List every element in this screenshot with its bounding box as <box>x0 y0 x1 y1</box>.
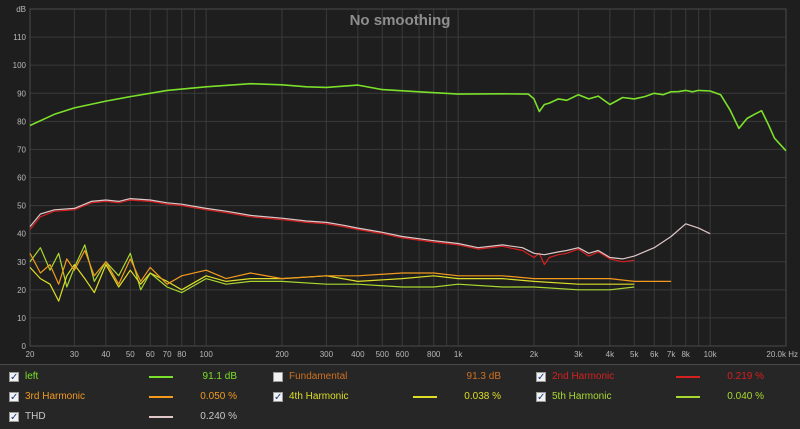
series-line-5th-harmonic <box>29 244 635 294</box>
y-tick-label: 20 <box>17 286 26 295</box>
y-tick-labels: 0 10 20 30 40 50 60 70 80 90 100 110 dB <box>13 5 27 351</box>
x-tick-label: 50 <box>126 350 135 359</box>
legend-value-2nd-harmonic: 0.219 % <box>727 371 764 382</box>
x-tick-label: 3k <box>574 350 583 359</box>
legend-label-fundamental: Fundamental <box>289 371 348 382</box>
series-line-thd <box>29 198 711 260</box>
legend-label-4th-harmonic: 4th Harmonic <box>289 391 349 402</box>
x-tick-label: 7k <box>667 350 676 359</box>
legend-label-thd: THD <box>25 411 46 422</box>
x-tick-label: 400 <box>351 350 365 359</box>
legend-value-4th-harmonic: 0.038 % <box>464 391 501 402</box>
y-tick-label: 70 <box>17 145 26 154</box>
x-tick-label: 800 <box>427 350 441 359</box>
y-tick-label: 50 <box>17 202 26 211</box>
x-tick-label: 20.0k Hz <box>766 350 798 359</box>
x-tick-label: 1k <box>454 350 463 359</box>
plot-background <box>0 0 800 364</box>
x-tick-labels: 20 30 40 50 60 70 80 100 200 300 400 500 600 800 1k 2k 3… <box>26 350 798 359</box>
legend-swatch-4th-harmonic <box>413 396 437 398</box>
y-tick-label: 60 <box>17 174 26 183</box>
x-tick-label: 2k <box>530 350 539 359</box>
legend-checkbox-left[interactable] <box>9 368 19 388</box>
legend-checkbox-thd[interactable] <box>9 408 19 428</box>
legend-swatch-5th-harmonic <box>676 396 700 398</box>
legend-checkbox-4th-harmonic[interactable] <box>273 388 283 408</box>
legend-checkbox-3rd-harmonic[interactable] <box>9 388 19 408</box>
legend-entry-5th-harmonic[interactable]: 5th Harmonic 0.040 % <box>536 387 771 408</box>
frequency-response-chart: 0 10 20 30 40 50 60 70 80 90 100 110 dB 20 30 40 50 60 70… <box>0 0 800 364</box>
x-tick-label: 500 <box>376 350 390 359</box>
legend: left 91.1 dB Fundamental 91.3 dB 2nd Har… <box>0 364 800 429</box>
x-tick-label: 6k <box>650 350 659 359</box>
legend-checkbox-2nd-harmonic[interactable] <box>536 368 546 388</box>
y-tick-label: 30 <box>17 258 26 267</box>
x-tick-label: 70 <box>163 350 172 359</box>
legend-label-left: left <box>25 371 39 382</box>
legend-swatch-3rd-harmonic <box>149 396 173 398</box>
plot-border <box>29 8 787 347</box>
y-tick-label: 110 <box>13 33 26 42</box>
x-tick-label: 4k <box>606 350 615 359</box>
series-line-3rd-harmonic <box>29 249 672 285</box>
x-tick-label: 300 <box>320 350 334 359</box>
series-lines <box>29 82 787 302</box>
x-tick-label: 60 <box>146 350 155 359</box>
x-tick-label: 10k <box>704 350 718 359</box>
legend-value-left: 91.1 dB <box>202 371 237 382</box>
x-tick-label: 20 <box>26 350 35 359</box>
chart-title: No smoothing <box>350 12 451 29</box>
y-tick-label: 10 <box>17 314 26 323</box>
x-tick-label: 30 <box>70 350 79 359</box>
x-tick-label: 8k <box>681 350 690 359</box>
x-tick-label: 5k <box>630 350 639 359</box>
legend-checkbox-fundamental[interactable] <box>273 372 283 382</box>
x-tick-label: 600 <box>396 350 410 359</box>
y-tick-label: 80 <box>17 117 26 126</box>
y-tick-label: 0 <box>22 342 27 351</box>
legend-value-3rd-harmonic: 0.050 % <box>200 391 237 402</box>
grid <box>29 8 787 347</box>
x-tick-label: 40 <box>101 350 110 359</box>
legend-label-5th-harmonic: 5th Harmonic <box>552 391 612 402</box>
series-line-4th-harmonic <box>29 264 635 302</box>
legend-value-5th-harmonic: 0.040 % <box>727 391 764 402</box>
y-tick-label: dB <box>16 5 26 14</box>
legend-swatch-thd <box>149 416 173 418</box>
legend-entry-3rd-harmonic[interactable]: 3rd Harmonic 0.050 % <box>9 387 244 408</box>
y-tick-label: 40 <box>17 230 26 239</box>
legend-entry-2nd-harmonic[interactable]: 2nd Harmonic 0.219 % <box>536 367 771 388</box>
y-tick-label: 100 <box>13 61 27 70</box>
x-tick-label: 200 <box>275 350 289 359</box>
series-line-left <box>29 82 787 152</box>
legend-checkbox-5th-harmonic[interactable] <box>536 388 546 408</box>
legend-value-thd: 0.240 % <box>200 411 237 422</box>
x-tick-label: 100 <box>199 350 213 359</box>
legend-swatch-2nd-harmonic <box>676 376 700 378</box>
legend-entry-4th-harmonic[interactable]: 4th Harmonic 0.038 % <box>273 387 508 408</box>
series-line-2nd-harmonic <box>29 199 635 266</box>
y-tick-label: 90 <box>17 89 26 98</box>
legend-swatch-left <box>149 376 173 378</box>
legend-label-2nd-harmonic: 2nd Harmonic <box>552 371 615 382</box>
legend-entry-left[interactable]: left 91.1 dB <box>9 367 244 388</box>
legend-entry-thd[interactable]: THD 0.240 % <box>9 407 244 428</box>
x-tick-label: 80 <box>177 350 186 359</box>
legend-value-fundamental: 91.3 dB <box>466 371 501 382</box>
legend-entry-fundamental[interactable]: Fundamental 91.3 dB <box>273 367 508 387</box>
legend-label-3rd-harmonic: 3rd Harmonic <box>25 391 86 402</box>
